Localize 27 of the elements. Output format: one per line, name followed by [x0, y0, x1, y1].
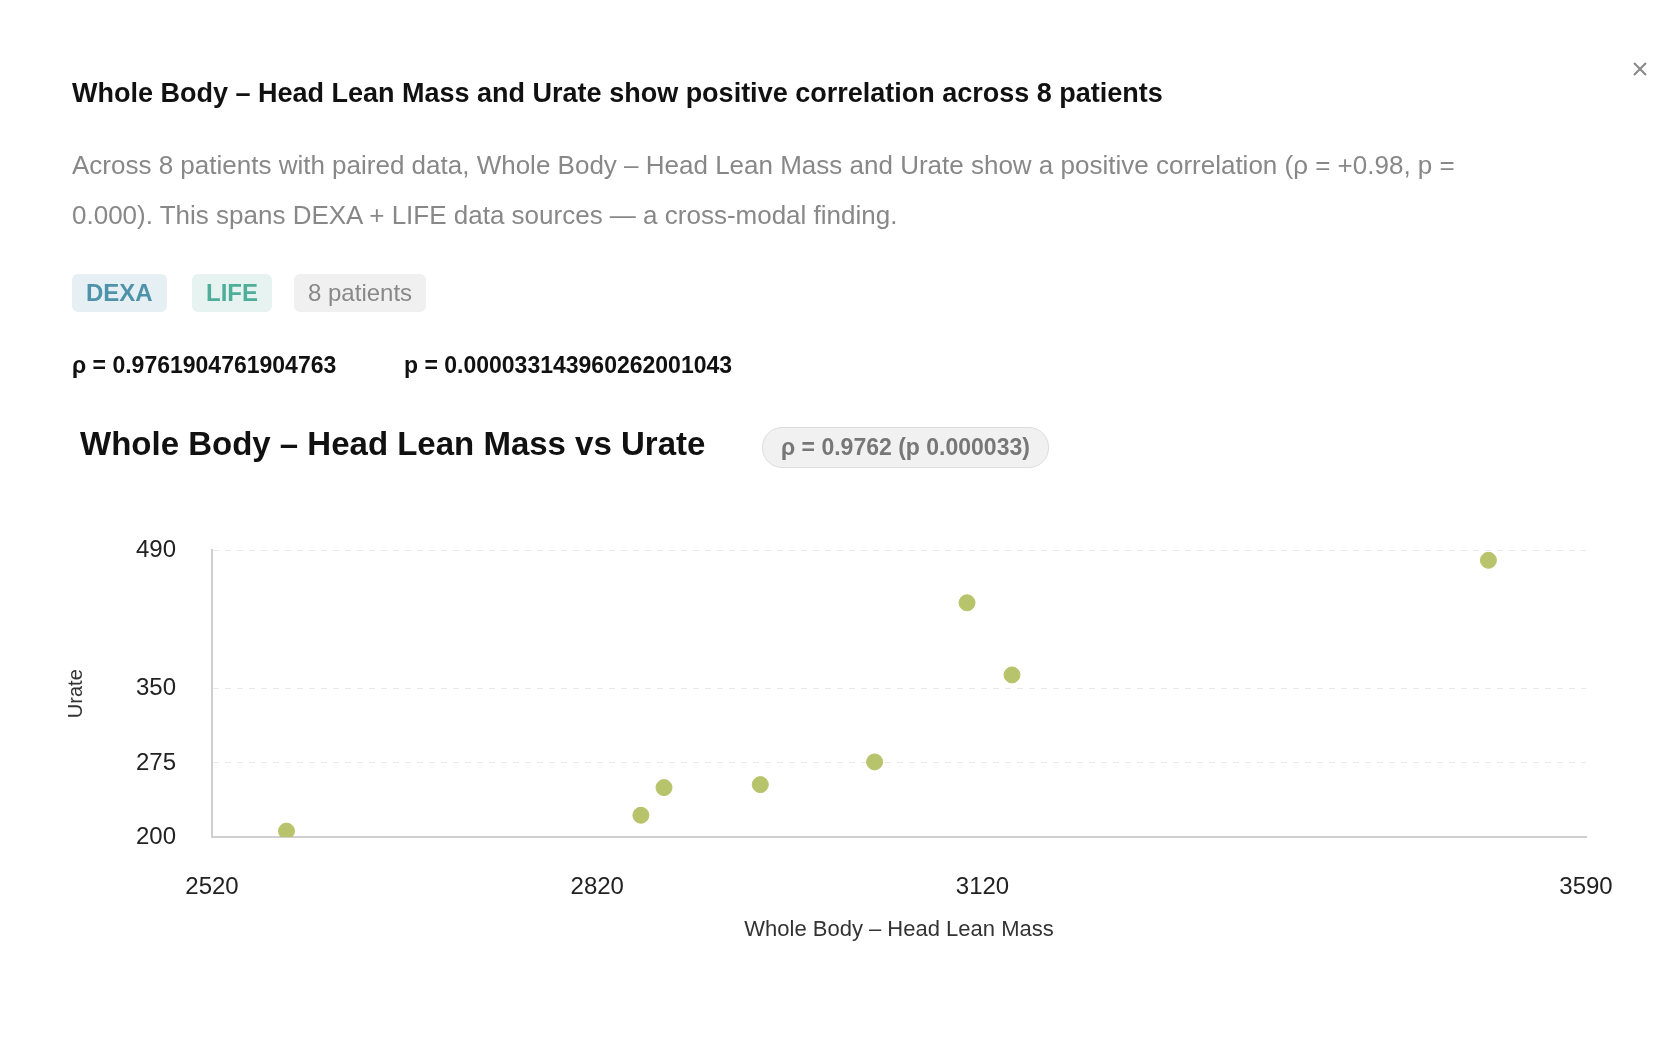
point: [751, 776, 769, 794]
text: LIFE: [192, 274, 272, 312]
text: DEXA: [72, 274, 167, 312]
y-tick-label: 350: [135, 673, 176, 701]
text: Whole Body – Head Lean Mass and Urate show positive correlation across 8 patients: [72, 78, 1163, 109]
point: [277, 822, 295, 837]
y-axis-title: Urate: [63, 669, 86, 719]
text: Across 8 patients with paired data, Whole Body – Head Lean Mass and Urate show a positive correlation (ρ = +0.98, p = 0.000). This spans DEXA + LIFE data sources — a cross-modal finding.: [72, 149, 1456, 232]
text: 8 patients: [294, 274, 427, 312]
point: [866, 753, 884, 771]
text: ρ = 0.9761904761904763: [72, 352, 337, 379]
point: [632, 806, 650, 824]
x-tick-label: 2820: [570, 872, 624, 900]
point: [655, 779, 673, 797]
y-tick-label: 200: [135, 821, 176, 849]
x-tick-label: 2520: [185, 872, 239, 900]
point: [958, 594, 976, 612]
chart-title: Whole Body – Head Lean Mass vs Urate: [80, 425, 706, 463]
x-tick-label: 3590: [1559, 872, 1613, 900]
x-axis-title: Whole Body – Head Lean Mass: [744, 915, 1054, 941]
y-tick-label: 490: [135, 535, 176, 563]
text: p = 0.000033143960262001043: [404, 352, 733, 379]
text: ρ = 0.9762 (p 0.000033): [762, 427, 1049, 468]
y-tick-label: 275: [135, 747, 176, 775]
point: [1003, 666, 1021, 684]
point: [1479, 551, 1497, 569]
x-tick-label: 3120: [955, 872, 1010, 900]
